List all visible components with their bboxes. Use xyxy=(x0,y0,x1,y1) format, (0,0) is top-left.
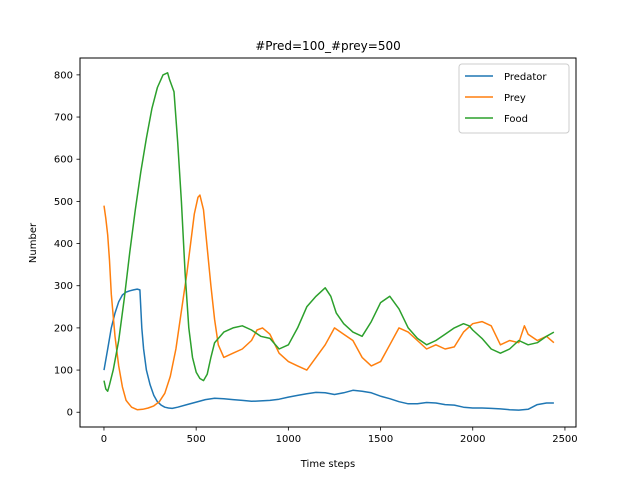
series-layer xyxy=(103,72,555,411)
y-tick-label: 400 xyxy=(54,239,73,250)
series-line-predator xyxy=(103,288,554,411)
plot-frame xyxy=(79,57,577,428)
legend-box xyxy=(458,63,570,134)
series-line-prey xyxy=(103,194,555,411)
y-tick-label: 500 xyxy=(54,197,73,208)
series-line-food xyxy=(103,72,555,392)
x-tick-label: 2500 xyxy=(552,434,577,445)
y-tick-label: 100 xyxy=(54,366,73,377)
y-tick-label: 0 xyxy=(67,408,73,419)
x-axis-ticks: 0 500 1000 1500 2000 2500 xyxy=(101,427,578,445)
y-tick-label: 300 xyxy=(54,281,73,292)
chart-title: #Pred=100_#prey=500 xyxy=(255,39,401,53)
y-axis-ticks: 0 100 200 300 400 500 600 700 800 xyxy=(54,70,80,419)
legend-label-predator: Predator xyxy=(504,72,547,83)
x-tick-label: 0 xyxy=(101,434,107,445)
y-axis-label: Number xyxy=(28,222,39,263)
y-tick-label: 600 xyxy=(54,155,73,166)
x-tick-label: 2000 xyxy=(460,434,485,445)
y-tick-label: 800 xyxy=(54,70,73,81)
x-tick-label: 1500 xyxy=(368,434,393,445)
x-tick-label: 500 xyxy=(187,434,206,445)
legend: Predator Prey Food xyxy=(458,63,570,134)
x-axis-label: Time steps xyxy=(300,459,356,470)
legend-label-food: Food xyxy=(504,114,528,125)
x-tick-label: 1000 xyxy=(276,434,301,445)
legend-label-prey: Prey xyxy=(504,93,526,104)
y-tick-label: 200 xyxy=(54,323,73,334)
y-tick-label: 700 xyxy=(54,113,73,124)
